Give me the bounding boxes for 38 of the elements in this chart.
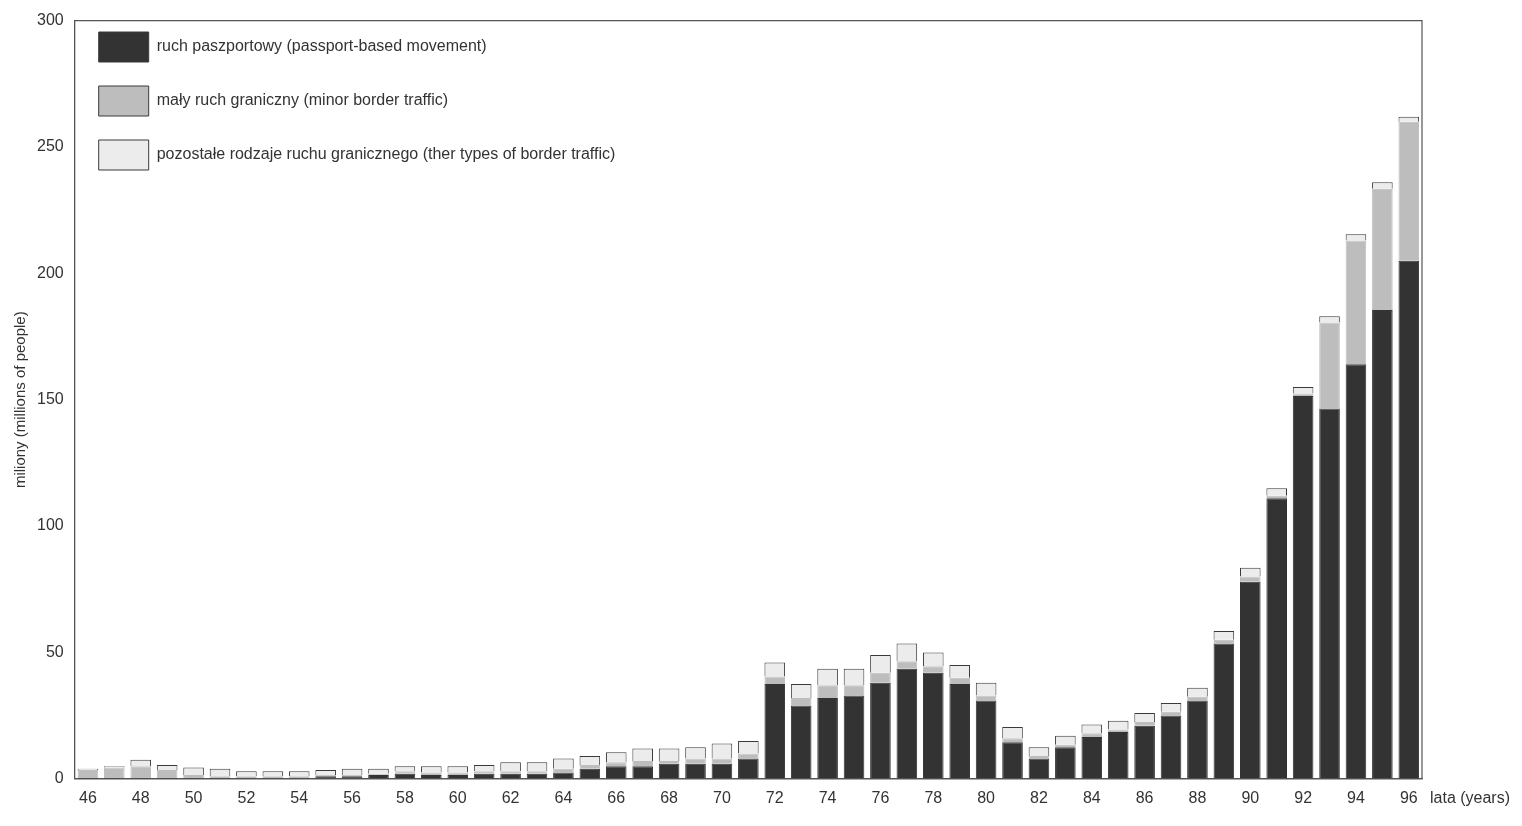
x-tick-label: 62 [501,788,520,806]
legend-label: pozostałe rodzaje ruchu granicznego (ther types of border traffic) [156,145,616,163]
y-tick-label: 150 [36,390,64,408]
x-tick-label: 80 [977,788,996,806]
x-tick-label: 64 [554,788,573,806]
x-tick-label: 72 [765,788,784,806]
legend-label: mały ruch graniczny (minor border traffic) [156,91,449,109]
x-tick-label: 66 [607,788,626,806]
x-tick-label: 74 [818,788,837,806]
x-tick-label: 46 [79,788,97,806]
y-tick-label: 300 [36,11,64,29]
x-tick-label: 70 [713,788,731,806]
x-tick-label: 50 [184,788,203,806]
x-tick-label: 58 [396,788,414,806]
x-tick-label: 60 [448,788,467,806]
y-axis-title: miliony (millions of people) [11,311,29,489]
y-tick-label: 250 [36,137,64,155]
x-tick-label: 90 [1241,788,1260,806]
y-tick-label: 50 [45,642,64,660]
x-tick-label: 78 [924,788,943,806]
x-axis-title: lata (years) [1430,789,1511,807]
x-tick-label: 48 [131,788,150,806]
y-tick-label: 100 [36,516,64,534]
x-tick-label: 84 [1082,788,1101,806]
y-tick-label: 0 [54,769,64,787]
x-tick-label: 96 [1399,788,1418,806]
y-tick-label: 200 [36,263,64,281]
x-tick-label: 92 [1294,788,1313,806]
x-tick-label: 82 [1030,788,1048,806]
x-tick-label: 52 [237,788,256,806]
x-tick-label: 68 [660,788,679,806]
x-tick-label: 88 [1188,788,1207,806]
legend-label: ruch paszportowy (passport-based movement) [156,37,487,55]
x-tick-label: 86 [1135,788,1154,806]
x-tick-label: 76 [871,788,890,806]
x-tick-label: 54 [290,788,309,806]
x-tick-label: 56 [343,788,362,806]
x-tick-label: 94 [1347,788,1365,806]
